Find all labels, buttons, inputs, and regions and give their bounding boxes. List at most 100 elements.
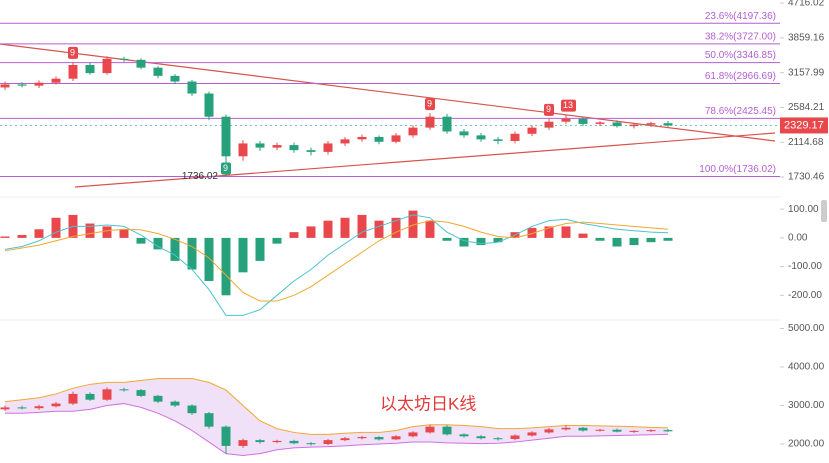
macd-bar <box>221 237 231 296</box>
macd-bar <box>51 217 61 238</box>
candle-body <box>425 116 435 128</box>
candle-body <box>595 122 605 124</box>
trendline <box>0 43 776 142</box>
candle-body <box>68 65 78 79</box>
band-fill <box>5 378 668 456</box>
candle-body <box>510 133 520 141</box>
candle-body <box>34 82 44 86</box>
fib-label: 38.2%(3727.00) <box>705 32 776 43</box>
td-marker-label: 9 <box>546 104 551 114</box>
candle-body <box>187 405 197 414</box>
last-price-tag <box>780 117 828 134</box>
td-marker-label: 9 <box>70 47 75 57</box>
macd-bar <box>136 237 146 244</box>
y-tick-label: 2584.21 <box>788 102 825 113</box>
candle-body <box>51 403 61 407</box>
candle-body <box>272 440 282 443</box>
macd-bar <box>340 217 350 238</box>
candle-body <box>391 436 401 440</box>
candle-body <box>510 435 520 439</box>
candle-body <box>544 429 554 433</box>
line <box>4 214 669 316</box>
candle-body <box>17 84 27 86</box>
y-tick-label: 4716.02 <box>788 0 825 9</box>
td-marker <box>68 46 78 59</box>
candle-body <box>204 93 214 117</box>
macd-bar <box>476 237 486 246</box>
candle-body <box>544 121 554 128</box>
trendline <box>74 132 776 188</box>
macd-bar <box>119 229 129 238</box>
candle-body <box>255 143 265 148</box>
candle-body <box>34 406 44 409</box>
candle-body <box>391 135 401 142</box>
y-tick-label: -100.00 <box>788 261 822 272</box>
candle-body <box>595 429 605 431</box>
candle-body <box>323 143 333 152</box>
macd-bar <box>408 210 418 238</box>
candle-body <box>578 427 588 431</box>
candle-body <box>221 426 231 446</box>
macd-bar <box>255 237 265 261</box>
candle-body <box>561 118 571 122</box>
candle-body <box>374 136 384 142</box>
candle-body <box>170 75 180 82</box>
candle-body <box>153 67 163 76</box>
macd-bar <box>425 220 435 238</box>
candle-body <box>561 427 571 430</box>
td-marker-label: 13 <box>563 100 573 110</box>
macd-bar <box>646 237 656 243</box>
macd-bar <box>306 226 316 238</box>
y-tick-label: 4000.00 <box>788 362 825 373</box>
macd-bar <box>612 237 622 247</box>
candle-body <box>357 437 367 439</box>
candle-body <box>17 407 27 409</box>
candle-body <box>527 432 537 436</box>
candle-body <box>612 122 622 127</box>
candle-body <box>442 426 452 435</box>
macd-bar <box>0 236 10 238</box>
candle-body <box>476 436 486 439</box>
macd-bar <box>85 223 95 238</box>
line <box>5 403 669 457</box>
candle-body <box>612 429 622 432</box>
candle-body <box>408 432 418 437</box>
candle-body <box>578 118 588 124</box>
candle-body <box>272 145 282 148</box>
candle-body <box>459 434 469 437</box>
candle-body <box>476 135 486 140</box>
macd-bar <box>34 229 44 238</box>
candle-body <box>119 389 129 391</box>
candle-body <box>357 136 367 140</box>
macd-bar <box>629 237 639 246</box>
candle-body <box>51 78 61 83</box>
scrollbar[interactable] <box>821 200 827 222</box>
last-price-label: 2329.17 <box>784 119 824 131</box>
candle-body <box>527 127 537 134</box>
candle-body <box>442 116 452 132</box>
candle-body <box>408 127 418 136</box>
td-marker-label: 9 <box>427 99 432 109</box>
line <box>4 220 669 302</box>
td-marker <box>221 162 231 175</box>
candle-body <box>119 58 129 60</box>
y-tick-label: 0.00 <box>788 233 808 244</box>
macd-bar <box>459 237 469 247</box>
macd-bar <box>357 214 367 238</box>
low-label: 1736.02 <box>182 171 219 182</box>
fib-label: 61.8%(2966.69) <box>705 71 776 82</box>
macd-bar <box>170 237 180 261</box>
td-marker <box>544 103 554 116</box>
candle-body <box>238 143 248 157</box>
macd-bar <box>442 237 452 241</box>
y-tick-label: 2114.68 <box>788 137 824 148</box>
candle-body <box>0 407 10 410</box>
candle-body <box>136 390 146 396</box>
macd-bar <box>374 220 384 238</box>
y-tick-label: 5000.00 <box>788 323 825 334</box>
candle-body <box>629 124 639 127</box>
candle-body <box>102 389 112 400</box>
fib-label: 78.6%(2425.45) <box>705 106 776 117</box>
candle-body <box>238 440 248 446</box>
